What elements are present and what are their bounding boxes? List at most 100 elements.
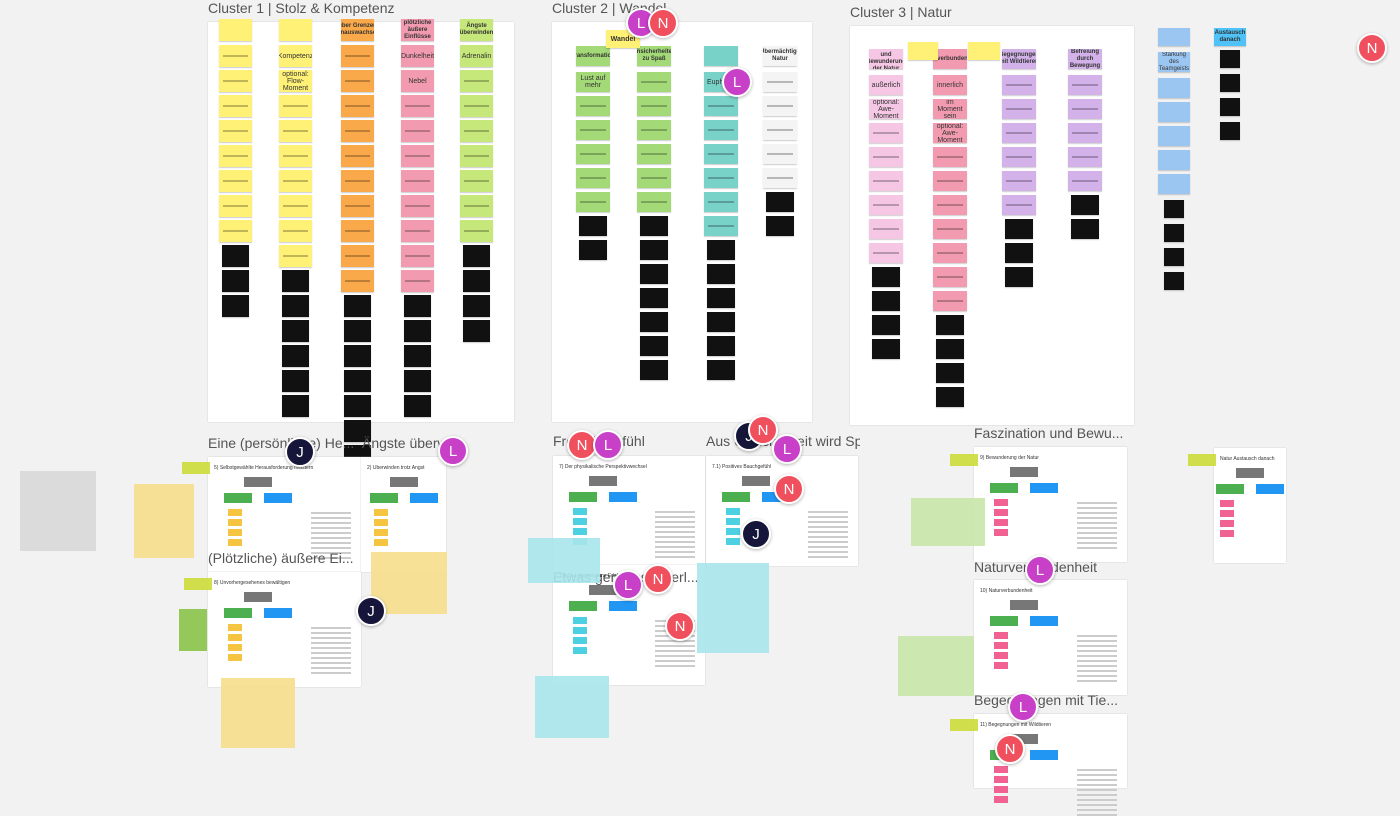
- text-line: [1077, 804, 1117, 806]
- text-line: [655, 516, 695, 518]
- sticky-note: [279, 220, 312, 242]
- node: [1256, 484, 1284, 494]
- column-header: Faszination und Bewunderung der Natur: [869, 49, 903, 69]
- node: [722, 492, 750, 502]
- sticky-note: [576, 168, 610, 188]
- sticky-note: [341, 145, 374, 167]
- text-line: [655, 645, 695, 647]
- sticky-note: [219, 120, 252, 142]
- sticky-note: [933, 147, 967, 167]
- scene-heading: 7.1) Positives Bauchgefühl: [712, 464, 772, 470]
- sticky-note: [1002, 75, 1036, 95]
- node: [1010, 600, 1038, 610]
- side-note: [535, 676, 609, 738]
- sticky-note: [640, 264, 668, 284]
- sticky-note: [460, 170, 493, 192]
- sticky-note: [1158, 78, 1190, 98]
- sticky-note: [341, 245, 374, 267]
- side-note: [1188, 454, 1216, 466]
- node: [228, 509, 242, 516]
- text-line: [808, 521, 848, 523]
- sticky-note: [222, 245, 249, 267]
- side-note: [179, 609, 207, 651]
- node: [1220, 530, 1234, 537]
- avatar: L: [438, 436, 468, 466]
- text-line: [1077, 512, 1117, 514]
- sticky-note: [344, 320, 371, 342]
- node: [994, 796, 1008, 803]
- column-header: Begegnungen mit Wildtieren: [1002, 49, 1036, 69]
- sticky-note: [1068, 171, 1102, 191]
- sticky-note: [222, 270, 249, 292]
- scene-title: Begegnungen mit Tie...: [974, 692, 1118, 708]
- text-line: [1077, 640, 1117, 642]
- node: [228, 519, 242, 526]
- node: [609, 601, 637, 611]
- node: [1030, 616, 1058, 626]
- node: [244, 592, 272, 602]
- sticky-note: [936, 339, 964, 359]
- text-line: [1077, 670, 1117, 672]
- sticky-note: [344, 345, 371, 367]
- node: [228, 529, 242, 536]
- text-line: [1077, 769, 1117, 771]
- node: [1220, 510, 1234, 517]
- side-note: [20, 471, 96, 551]
- node: [264, 493, 292, 503]
- node: [244, 477, 272, 487]
- sticky-note: [637, 96, 671, 116]
- sticky-note: [282, 370, 309, 392]
- text-line: [655, 541, 695, 543]
- node: [573, 528, 587, 535]
- text-line: [1077, 635, 1117, 637]
- sticky-note: [763, 72, 797, 92]
- side-note: [182, 462, 210, 474]
- sticky-note: [933, 195, 967, 215]
- node: [373, 509, 388, 516]
- sticky-note: [219, 145, 252, 167]
- sticky-note: [704, 96, 738, 116]
- sticky-note: [872, 291, 900, 311]
- text-line: [1077, 779, 1117, 781]
- sticky-note: [460, 120, 493, 142]
- sticky-note: [282, 295, 309, 317]
- text-line: [1077, 522, 1117, 524]
- sticky-note: [460, 70, 493, 92]
- sticky-note: [404, 370, 431, 392]
- side-note: [221, 678, 295, 748]
- column-header: Transformation: [576, 46, 610, 66]
- frame-title: Cluster 3 | Natur: [850, 4, 952, 20]
- sticky-note: [933, 267, 967, 287]
- avatar: N: [643, 564, 673, 594]
- sticky-note: [936, 363, 964, 383]
- node: [1220, 520, 1234, 527]
- node: [994, 509, 1008, 516]
- sticky-note: [279, 170, 312, 192]
- side-note: [950, 719, 978, 731]
- text-line: [1077, 680, 1117, 682]
- node: [990, 483, 1018, 493]
- sticky-note: [279, 120, 312, 142]
- node: [569, 601, 597, 611]
- node: [726, 518, 740, 525]
- text-line: [808, 546, 848, 548]
- sticky-note: [1005, 243, 1033, 263]
- avatar: J: [741, 519, 771, 549]
- node: [726, 508, 740, 515]
- sticky-note: [1002, 171, 1036, 191]
- scene-heading: 8) Unvorhergesehenes bewältigen: [214, 580, 291, 586]
- avatar: N: [665, 611, 695, 641]
- sticky-note: [1068, 99, 1102, 119]
- sticky-note: [869, 243, 903, 263]
- sticky-note: [341, 170, 374, 192]
- sticky-note: [279, 145, 312, 167]
- text-line: [1077, 507, 1117, 509]
- column-header: plötzliche äußere Einflüsse: [401, 19, 434, 41]
- text-line: [1077, 660, 1117, 662]
- sticky-note: [579, 240, 607, 260]
- sticky-note: [401, 245, 434, 267]
- avatar: N: [995, 734, 1025, 764]
- text-line: [311, 517, 351, 519]
- column-header: [279, 19, 312, 41]
- sticky-note: [640, 240, 668, 260]
